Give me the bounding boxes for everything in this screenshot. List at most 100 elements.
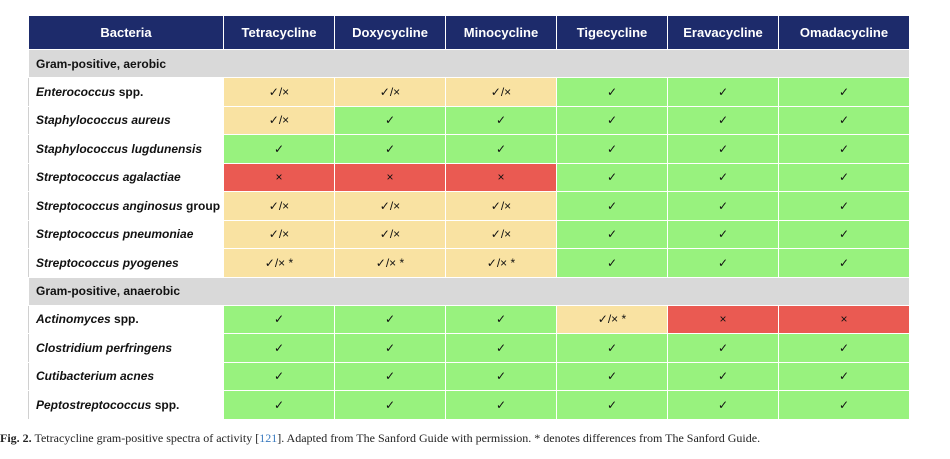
activity-cell-susceptible: ✓ xyxy=(445,361,557,391)
activity-cell-susceptible: ✓ xyxy=(778,361,910,391)
activity-cell-susceptible: ✓ xyxy=(778,390,910,420)
table-row: Cutibacterium acnes ✓ ✓ ✓ ✓ ✓ ✓ xyxy=(28,361,910,391)
bacteria-name-cell: Streptococcus agalactiae xyxy=(28,162,224,192)
bacteria-name-italic: Enterococcus xyxy=(36,84,116,99)
bacteria-name-suffix: spp. xyxy=(110,312,139,327)
activity-cell-variable: ✓/× xyxy=(445,191,557,221)
activity-cell-susceptible: ✓ xyxy=(667,162,779,192)
activity-cell-susceptible: ✓ xyxy=(556,390,668,420)
activity-cell-susceptible: ✓ xyxy=(778,105,910,135)
bacteria-name-cell: Streptococcus pyogenes xyxy=(28,248,224,278)
activity-cell-susceptible: ✓ xyxy=(556,333,668,363)
table-row: Peptostreptococcus spp. ✓ ✓ ✓ ✓ ✓ ✓ xyxy=(28,390,910,420)
activity-cell-susceptible: ✓ xyxy=(667,134,779,164)
bacteria-name-italic: Streptococcus agalactiae xyxy=(36,170,181,185)
bacteria-name-italic: Cutibacterium acnes xyxy=(36,369,155,384)
activity-cell-variable: ✓/× xyxy=(223,77,335,107)
activity-cell-susceptible: ✓ xyxy=(556,162,668,192)
reference-link[interactable]: 121 xyxy=(259,431,278,445)
caption-text-after: ]. Adapted from The Sanford Guide with p… xyxy=(277,431,761,445)
activity-cell-susceptible: ✓ xyxy=(667,105,779,135)
activity-cell-susceptible: ✓ xyxy=(223,134,335,164)
bacteria-name-cell: Cutibacterium acnes xyxy=(28,361,224,391)
column-header-omadacycline: Omadacycline xyxy=(778,15,910,50)
bacteria-name-italic: Staphylococcus aureus xyxy=(36,113,171,128)
activity-cell-variable: ✓/× xyxy=(445,77,557,107)
bacteria-name-cell: Staphylococcus aureus xyxy=(28,105,224,135)
bacteria-name-italic: Streptococcus pyogenes xyxy=(36,255,179,270)
table-row: Streptococcus pneumoniae ✓/× ✓/× ✓/× ✓ ✓ ✓ xyxy=(28,219,910,249)
activity-cell-susceptible: ✓ xyxy=(667,333,779,363)
activity-cell-susceptible: ✓ xyxy=(223,390,335,420)
bacteria-name-cell: Staphylococcus lugdunensis xyxy=(28,134,224,164)
activity-cell-resistant: × xyxy=(667,304,779,334)
bacteria-name-cell: Clostridium perfringens xyxy=(28,333,224,363)
activity-cell-susceptible: ✓ xyxy=(667,390,779,420)
column-header-tigecycline: Tigecycline xyxy=(556,15,668,50)
bacteria-name-italic: Peptostreptococcus xyxy=(36,397,152,412)
activity-cell-susceptible: ✓ xyxy=(223,333,335,363)
activity-cell-susceptible: ✓ xyxy=(445,105,557,135)
activity-cell-variable: ✓/× * xyxy=(445,248,557,278)
activity-cell-susceptible: ✓ xyxy=(667,361,779,391)
activity-cell-susceptible: ✓ xyxy=(556,134,668,164)
bacteria-name-suffix: spp. xyxy=(115,84,144,99)
column-header-eravacycline: Eravacycline xyxy=(667,15,779,50)
figure-caption: Fig. 2. Tetracycline gram-positive spect… xyxy=(0,431,950,446)
activity-cell-susceptible: ✓ xyxy=(778,77,910,107)
column-header-bacteria: Bacteria xyxy=(28,15,224,50)
activity-cell-susceptible: ✓ xyxy=(778,134,910,164)
bacteria-name-italic: Streptococcus pneumoniae xyxy=(36,227,194,242)
table-row: Streptococcus agalactiae × × × ✓ ✓ ✓ xyxy=(28,162,910,192)
bacteria-name-suffix: group xyxy=(182,198,221,213)
bacteria-name-cell: Streptococcus pneumoniae xyxy=(28,219,224,249)
activity-cell-susceptible: ✓ xyxy=(334,105,446,135)
activity-cell-susceptible: ✓ xyxy=(667,191,779,221)
table-body: Gram-positive, aerobic Enterococcus spp. ✓… xyxy=(28,49,910,420)
activity-cell-susceptible: ✓ xyxy=(667,219,779,249)
bacteria-name-italic: Streptococcus anginosus xyxy=(36,198,183,213)
table-row: Enterococcus spp. ✓/× ✓/× ✓/× ✓ ✓ ✓ xyxy=(28,77,910,107)
activity-cell-variable: ✓/× xyxy=(223,191,335,221)
activity-cell-susceptible: ✓ xyxy=(667,248,779,278)
bacteria-name-cell: Peptostreptococcus spp. xyxy=(28,390,224,420)
spectra-table: Bacteria Tetracycline Doxycycline Minocycli… xyxy=(28,15,910,420)
activity-cell-susceptible: ✓ xyxy=(445,390,557,420)
section-title: Gram-positive, anaerobic xyxy=(28,276,910,306)
table-header-row: Bacteria Tetracycline Doxycycline Minocycli… xyxy=(28,15,910,50)
activity-cell-susceptible: ✓ xyxy=(556,248,668,278)
activity-cell-susceptible: ✓ xyxy=(334,361,446,391)
figure-label: Fig. 2. xyxy=(0,431,32,445)
activity-cell-susceptible: ✓ xyxy=(556,219,668,249)
activity-cell-susceptible: ✓ xyxy=(556,77,668,107)
activity-cell-susceptible: ✓ xyxy=(556,361,668,391)
bacteria-name-italic: Staphylococcus lugdunensis xyxy=(36,141,203,156)
activity-cell-susceptible: ✓ xyxy=(778,219,910,249)
activity-cell-susceptible: ✓ xyxy=(778,162,910,192)
activity-cell-resistant: × xyxy=(445,162,557,192)
table-row: Staphylococcus aureus ✓/× ✓ ✓ ✓ ✓ ✓ xyxy=(28,105,910,135)
activity-cell-variable: ✓/× xyxy=(445,219,557,249)
bacteria-name-italic: Actinomyces xyxy=(36,312,111,327)
activity-cell-variable: ✓/× xyxy=(223,219,335,249)
activity-cell-variable: ✓/× xyxy=(223,105,335,135)
bacteria-name-italic: Clostridium perfringens xyxy=(36,340,173,355)
activity-cell-susceptible: ✓ xyxy=(778,248,910,278)
activity-cell-susceptible: ✓ xyxy=(334,390,446,420)
activity-cell-variable: ✓/× xyxy=(334,219,446,249)
activity-cell-variable: ✓/× xyxy=(334,191,446,221)
activity-cell-susceptible: ✓ xyxy=(223,304,335,334)
activity-cell-susceptible: ✓ xyxy=(445,304,557,334)
activity-cell-resistant: × xyxy=(778,304,910,334)
activity-cell-susceptible: ✓ xyxy=(445,333,557,363)
caption-text-before: Tetracycline gram-positive spectra of ac… xyxy=(34,431,260,445)
activity-cell-susceptible: ✓ xyxy=(556,191,668,221)
table-row: Staphylococcus lugdunensis ✓ ✓ ✓ ✓ ✓ ✓ xyxy=(28,134,910,164)
activity-cell-variable: ✓/× * xyxy=(223,248,335,278)
table-row: Actinomyces spp. ✓ ✓ ✓ ✓/× * × × xyxy=(28,304,910,334)
table-row: Streptococcus anginosus group ✓/× ✓/× ✓/× ✓ ✓… xyxy=(28,191,910,221)
activity-cell-resistant: × xyxy=(223,162,335,192)
activity-cell-variable: ✓/× xyxy=(334,77,446,107)
activity-cell-susceptible: ✓ xyxy=(334,333,446,363)
table-row: Streptococcus pyogenes ✓/× * ✓/× * ✓/× * ✓ ✓ ✓ xyxy=(28,248,910,278)
